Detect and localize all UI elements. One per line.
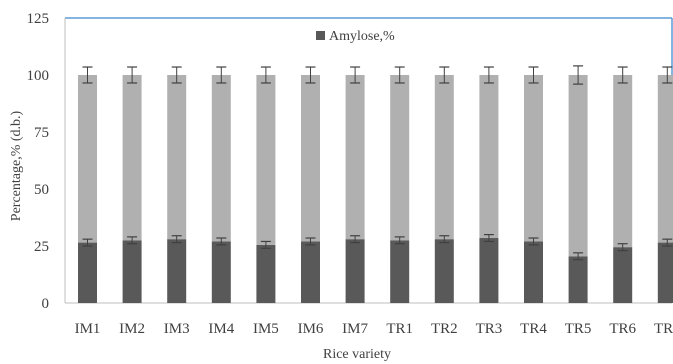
- x-tick-label: IM7: [342, 321, 368, 337]
- error-bar-total: [82, 66, 93, 84]
- bar-amylose: [390, 240, 410, 303]
- bar-remainder: [78, 75, 97, 243]
- x-tick-label: TR1: [386, 321, 413, 337]
- x-tick-label: IM5: [253, 321, 279, 337]
- error-bar-total: [305, 66, 316, 84]
- x-axis-title: Rice variety: [323, 347, 391, 362]
- error-bar-amylose: [127, 236, 138, 245]
- bar-remainder: [256, 75, 276, 245]
- bar-remainder: [434, 75, 454, 240]
- bar-amylose: [78, 242, 97, 303]
- error-bar-amylose: [483, 234, 494, 243]
- bar-amylose: [301, 241, 320, 303]
- y-tick-label: 0: [42, 296, 50, 312]
- legend-swatch-amylose: [316, 31, 325, 40]
- x-tick-label: IM2: [119, 321, 145, 337]
- bar-amylose: [122, 240, 142, 303]
- bar-amylose: [256, 244, 276, 303]
- error-bar-total: [127, 66, 138, 84]
- error-bar-amylose: [171, 235, 182, 244]
- error-bar-total: [528, 66, 539, 84]
- x-tick-label: TR4: [520, 321, 547, 337]
- error-bar-total: [662, 66, 673, 84]
- x-tick-label: TR2: [431, 321, 458, 337]
- bar-remainder: [657, 75, 673, 243]
- bar-remainder: [613, 75, 633, 248]
- x-tick-label: IM1: [75, 321, 101, 337]
- error-bar-amylose: [260, 240, 271, 249]
- error-bars: [82, 65, 673, 261]
- error-bar-amylose: [216, 237, 227, 246]
- bar-amylose: [479, 238, 499, 303]
- error-bar-total: [171, 66, 182, 84]
- x-tick-label: IM6: [298, 321, 324, 337]
- bars: [78, 75, 673, 303]
- bar-amylose: [434, 239, 454, 303]
- error-bar-total: [216, 66, 227, 84]
- bar-remainder: [524, 75, 543, 242]
- error-bar-total: [617, 66, 628, 84]
- bar-amylose: [211, 241, 231, 303]
- bar-amylose: [524, 241, 543, 303]
- bar-remainder: [211, 75, 231, 242]
- error-bar-total: [394, 66, 405, 84]
- error-bar-amylose: [439, 235, 450, 244]
- bar-remainder: [122, 75, 142, 241]
- bar-remainder: [479, 75, 499, 239]
- error-bar-total: [350, 66, 361, 84]
- error-bar-amylose: [528, 237, 539, 246]
- y-tick-label: 75: [34, 125, 49, 141]
- y-axis-title: Percentage,% (d.b.): [9, 110, 24, 221]
- legend: Amylose,%: [316, 29, 395, 44]
- y-tick-label: 100: [27, 68, 50, 84]
- bar-remainder: [301, 75, 320, 242]
- x-tick-label: TR6: [609, 321, 636, 337]
- legend-label-amylose: Amylose,%: [329, 29, 395, 44]
- x-tick-label: IM3: [164, 321, 190, 337]
- x-tick-label: TR5: [565, 321, 592, 337]
- error-bar-total: [439, 66, 450, 84]
- bar-amylose: [613, 247, 633, 303]
- x-tick-label: IM4: [208, 321, 234, 337]
- bar-remainder: [568, 75, 588, 257]
- x-tick-label: TR7: [654, 321, 673, 337]
- error-bar-total: [260, 66, 271, 84]
- error-bar-amylose: [573, 252, 584, 261]
- bar-remainder: [345, 75, 365, 240]
- y-tick-label: 125: [27, 11, 50, 27]
- y-axis-ticks: 0 25 50 75 100 125: [27, 11, 50, 312]
- x-tick-label: TR3: [476, 321, 503, 337]
- y-tick-label: 25: [34, 239, 49, 255]
- error-bar-total: [483, 66, 494, 84]
- x-axis-ticks: IM1 IM2 IM3 IM4 IM5 IM6 IM7 TR1 TR2 TR3 TR4 TR5 TR6 T…: [75, 321, 673, 337]
- error-bar-total: [573, 65, 584, 85]
- error-bar-amylose: [305, 237, 316, 246]
- bar-amylose: [657, 242, 673, 303]
- bar-amylose: [345, 239, 365, 303]
- bar-remainder: [167, 75, 187, 240]
- bar-amylose: [167, 239, 187, 303]
- error-bar-amylose: [394, 236, 405, 245]
- bar-remainder: [390, 75, 410, 241]
- error-bar-amylose: [350, 235, 361, 244]
- y-tick-label: 50: [34, 182, 49, 198]
- error-bar-amylose: [82, 238, 93, 247]
- error-bar-amylose: [662, 238, 673, 247]
- error-bar-amylose: [617, 243, 628, 252]
- bar-amylose: [568, 256, 588, 303]
